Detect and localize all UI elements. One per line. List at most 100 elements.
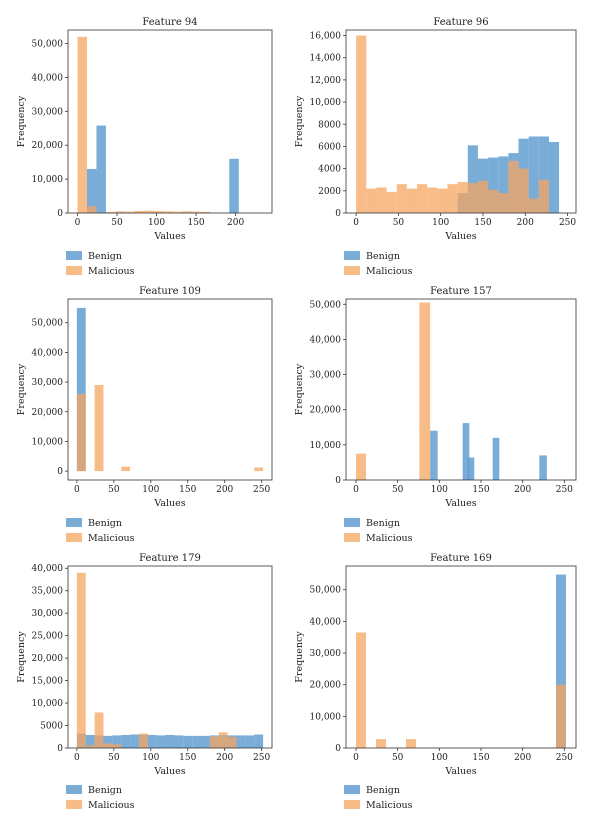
malicious-bar [77, 36, 87, 214]
x-axis-label: Values [153, 766, 185, 777]
benign-bar [174, 735, 184, 748]
x-tick-label: 200 [216, 485, 233, 495]
y-tick-label: 50,000 [32, 319, 64, 329]
benign-legend-label: Benign [88, 518, 122, 529]
malicious-bar [518, 168, 529, 213]
benign-bar [539, 455, 547, 480]
malicious-bar [437, 188, 448, 213]
benign-bar [156, 735, 166, 748]
benign-bar [147, 734, 157, 748]
benign-bar [76, 307, 86, 472]
chart-title: Feature 109 [139, 286, 201, 297]
benign-bar [528, 136, 539, 213]
malicious-bar [427, 187, 438, 213]
x-tick-label: 100 [432, 218, 449, 228]
malicious-legend-swatch [344, 533, 360, 542]
malicious-legend-label: Malicious [88, 533, 135, 544]
chart-title: Feature 179 [139, 553, 201, 564]
malicious-bar [366, 188, 377, 213]
y-tick-label: 20,000 [32, 654, 64, 664]
benign-bar [183, 735, 193, 748]
y-tick-label: 6000 [318, 142, 341, 152]
x-tick-label: 100 [431, 753, 448, 763]
malicious-legend-label: Malicious [366, 800, 413, 811]
plot-frame [67, 298, 273, 481]
benign-legend-swatch [66, 251, 82, 260]
y-tick-label: 25,000 [32, 632, 64, 642]
y-tick-label: 2000 [318, 187, 341, 197]
x-tick-label: 50 [108, 485, 120, 495]
x-tick-label: 250 [253, 485, 270, 495]
malicious-bar [191, 211, 201, 213]
y-tick-label: 16,000 [310, 32, 342, 42]
malicious-bar [356, 35, 367, 213]
malicious-bar [134, 210, 144, 213]
y-axis-label: Frequency [16, 95, 27, 147]
malicious-bar [386, 191, 397, 213]
y-tick-label: 0 [335, 476, 341, 486]
malicious-bar [112, 744, 122, 748]
malicious-bar [406, 188, 418, 213]
y-tick-label: 0 [335, 744, 341, 754]
malicious-bar [209, 736, 219, 748]
y-tick-label: 50,000 [32, 40, 64, 50]
malicious-legend-label: Malicious [366, 533, 413, 544]
benign-legend-label: Benign [88, 251, 122, 262]
malicious-bar [356, 453, 366, 480]
y-tick-label: 20,000 [32, 408, 64, 418]
benign-bar [556, 574, 566, 748]
malicious-bar [254, 467, 264, 472]
y-tick-label: 50,000 [310, 586, 342, 596]
y-tick-label: 30,000 [310, 649, 342, 659]
y-tick-label: 10,000 [310, 712, 342, 722]
malicious-bar [419, 302, 431, 480]
y-tick-label: 30,000 [32, 378, 64, 388]
malicious-bar [498, 193, 509, 213]
malicious-bar [477, 180, 489, 213]
y-axis-label: Frequency [294, 95, 305, 147]
malicious-bar [200, 211, 211, 213]
benign-legend-swatch [66, 518, 82, 527]
y-tick-label: 40,000 [32, 348, 64, 358]
x-axis-label: Values [153, 498, 185, 509]
x-tick-label: 250 [559, 218, 576, 228]
y-tick-label: 15,000 [32, 677, 64, 687]
y-tick-label: 10,000 [310, 441, 342, 451]
benign-bar [103, 735, 113, 748]
benign-bar [548, 142, 560, 213]
y-axis-label: Frequency [16, 363, 27, 415]
benign-bar [85, 734, 95, 748]
benign-legend-label: Benign [366, 518, 400, 529]
y-tick-label: 40,000 [32, 73, 64, 83]
benign-legend-label: Benign [366, 251, 400, 262]
chart-panel: Feature 157 0 50 100 150 200 250 0 10,000 20,000 3… [294, 286, 577, 544]
malicious-bar [86, 206, 97, 213]
x-tick-label: 150 [472, 485, 489, 495]
malicious-bar [172, 211, 182, 213]
benign-bar [121, 734, 131, 748]
y-tick-label: 0 [57, 744, 63, 754]
chart-panel: Feature 179 0 50 100 150 200 250 0 5000 10,000 15,… [16, 553, 273, 811]
malicious-bar [406, 739, 416, 748]
malicious-bar [103, 743, 113, 748]
chart-title: Feature 94 [142, 17, 197, 28]
x-tick-label: 100 [431, 485, 448, 495]
benign-legend-swatch [344, 518, 360, 527]
malicious-bar [138, 733, 148, 748]
benign-bar [229, 158, 239, 213]
x-tick-label: 150 [179, 753, 196, 763]
y-axis-label: Frequency [294, 631, 305, 683]
malicious-bar [218, 732, 228, 748]
benign-legend-label: Benign [88, 785, 122, 796]
plot-frame [345, 565, 577, 749]
chart-title: Feature 169 [430, 553, 492, 564]
malicious-legend-swatch [66, 266, 82, 275]
benign-legend-label: Benign [366, 785, 400, 796]
benign-legend-swatch [344, 251, 360, 260]
malicious-legend-label: Malicious [88, 266, 135, 277]
benign-bar [498, 156, 509, 213]
y-tick-label: 20,000 [310, 406, 342, 416]
malicious-bar [467, 183, 478, 213]
benign-bar [192, 735, 202, 748]
